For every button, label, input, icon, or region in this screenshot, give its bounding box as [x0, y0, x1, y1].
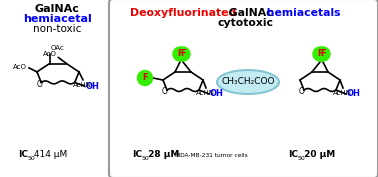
Text: AcO: AcO	[42, 50, 56, 56]
Text: IC: IC	[132, 150, 142, 159]
Text: 50: 50	[142, 156, 150, 161]
Text: F: F	[177, 50, 183, 59]
Text: OH: OH	[86, 82, 100, 91]
Text: 20 μM: 20 μM	[301, 150, 335, 159]
Text: O: O	[162, 87, 168, 96]
Text: F: F	[317, 50, 323, 59]
Text: GalNAc: GalNAc	[225, 8, 273, 18]
Text: 50: 50	[298, 156, 306, 161]
Text: GalNAc: GalNAc	[34, 4, 79, 14]
Text: AcHN: AcHN	[333, 90, 352, 96]
Text: F: F	[320, 50, 326, 59]
Text: Deoxyfluorinated: Deoxyfluorinated	[130, 8, 236, 18]
Circle shape	[316, 47, 330, 61]
Circle shape	[138, 70, 152, 85]
Text: F: F	[180, 50, 186, 59]
Text: hemiacetal: hemiacetal	[23, 14, 91, 24]
Text: F: F	[142, 73, 148, 82]
Text: OH: OH	[347, 90, 361, 98]
Text: AcO: AcO	[13, 64, 27, 70]
Text: O: O	[36, 80, 42, 89]
Text: 414 μM: 414 μM	[31, 150, 67, 159]
Text: hemiacetals: hemiacetals	[263, 8, 341, 18]
Text: OAc: OAc	[51, 45, 64, 52]
Text: OH: OH	[210, 90, 224, 98]
Circle shape	[176, 47, 190, 61]
Text: CH₃CH₂COO: CH₃CH₂COO	[221, 78, 275, 87]
Text: AcHN: AcHN	[73, 82, 91, 88]
Text: 50: 50	[28, 156, 36, 161]
Text: IC: IC	[18, 150, 28, 159]
FancyBboxPatch shape	[109, 0, 378, 177]
Circle shape	[173, 47, 187, 61]
Ellipse shape	[217, 70, 279, 94]
Circle shape	[313, 47, 327, 61]
Text: AcHN: AcHN	[195, 90, 214, 96]
Text: MDA-MB-231 tumor cells: MDA-MB-231 tumor cells	[175, 153, 248, 158]
Text: 28 μM: 28 μM	[145, 150, 180, 159]
Text: non-toxic: non-toxic	[33, 24, 81, 34]
Text: O: O	[299, 87, 305, 96]
Text: cytotoxic: cytotoxic	[217, 18, 273, 28]
Text: IC: IC	[288, 150, 298, 159]
